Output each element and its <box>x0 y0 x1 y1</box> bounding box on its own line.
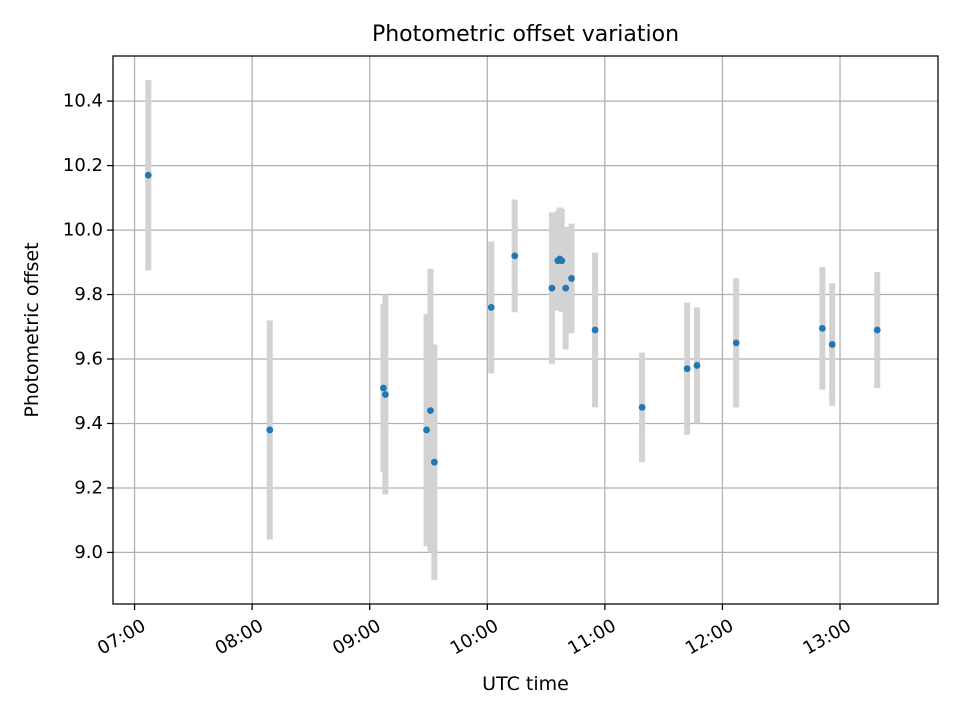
y-axis-label: Photometric offset <box>21 242 43 418</box>
data-point <box>423 426 430 434</box>
data-point <box>693 362 701 369</box>
data-point <box>511 252 519 260</box>
data-point <box>568 275 575 282</box>
data-point <box>591 326 599 334</box>
data-point <box>818 324 826 332</box>
y-tick-label: 10.0 <box>63 220 103 241</box>
data-point <box>732 339 740 347</box>
plot-frame <box>112 55 939 605</box>
data-point <box>427 407 434 414</box>
data-point <box>381 391 389 398</box>
x-tick-label: 11:00 <box>564 615 619 659</box>
x-axis-label: UTC time <box>482 673 569 695</box>
data-point <box>266 426 274 434</box>
y-tick-label: 9.2 <box>74 477 103 498</box>
y-tick-label: 9.4 <box>74 413 103 434</box>
x-tick-label: 10:00 <box>447 615 502 659</box>
data-point <box>548 284 556 292</box>
y-tick-label: 9.8 <box>74 284 103 305</box>
x-tick-label: 08:00 <box>212 615 267 659</box>
x-tick-label: 12:00 <box>682 615 737 659</box>
data-point <box>828 341 836 348</box>
errorbar-layer <box>145 80 881 580</box>
grid-layer <box>113 56 938 604</box>
y-tick-label: 9.0 <box>74 542 103 563</box>
data-point <box>638 403 646 411</box>
data-point <box>558 257 566 265</box>
data-point <box>683 365 691 373</box>
data-point <box>144 171 152 179</box>
y-tick-label: 10.2 <box>63 155 103 176</box>
data-point <box>873 326 881 334</box>
data-point <box>430 458 438 466</box>
point-layer <box>144 171 881 466</box>
chart-title: Photometric offset variation <box>371 22 680 47</box>
y-tick-label: 10.4 <box>63 91 103 112</box>
x-tick-label: 13:00 <box>799 615 854 659</box>
x-tick-label: 07:00 <box>94 615 149 659</box>
data-point <box>562 284 570 292</box>
data-point <box>380 384 387 392</box>
data-point <box>487 304 495 311</box>
x-tick-label: 09:00 <box>329 615 384 659</box>
y-tick-label: 9.6 <box>74 349 103 370</box>
